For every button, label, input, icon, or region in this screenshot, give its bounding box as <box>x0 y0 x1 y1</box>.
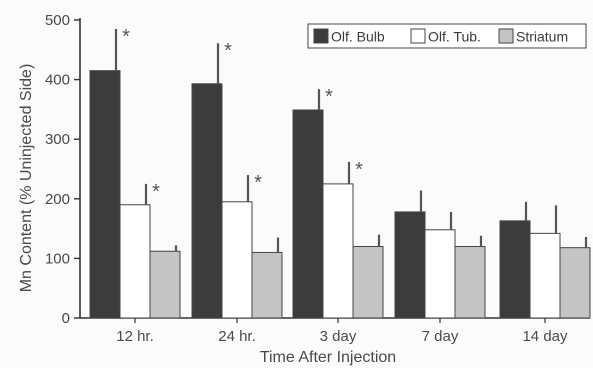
bar <box>322 183 354 319</box>
bar <box>559 247 591 319</box>
x-axis-title: Time After Injection <box>260 349 396 366</box>
x-tick-label: 7 day <box>422 328 459 345</box>
axes: 0 100 200 300 400 500 12 hr. 24 hr. 3 day 7 day 14… <box>45 12 590 345</box>
legend-swatch <box>410 28 426 44</box>
y-tick-label: 0 <box>62 310 70 327</box>
legend-swatch <box>498 28 514 44</box>
bar <box>292 109 324 319</box>
bar <box>394 211 426 319</box>
legend-label: Olf. Tub. <box>428 29 481 45</box>
bar <box>149 250 181 319</box>
y-tick-label: 500 <box>45 12 70 29</box>
bar <box>424 229 456 319</box>
x-tick-label: 12 hr. <box>116 328 154 345</box>
bar <box>89 70 121 319</box>
bar <box>119 204 151 319</box>
x-tick-label: 14 day <box>522 328 568 345</box>
bar <box>251 251 283 319</box>
significance-star: * <box>254 172 262 194</box>
y-axis-title: Mn Content (% Uninjected Side) <box>18 64 35 293</box>
significance-star: * <box>355 159 363 181</box>
legend-label: Olf. Bulb <box>331 29 385 45</box>
bars: * * * * * * <box>89 26 591 319</box>
y-tick-label: 100 <box>45 250 70 267</box>
bar <box>221 201 253 319</box>
bar <box>191 83 223 319</box>
legend: Olf. Bulb Olf. Tub. Striatum <box>307 23 587 49</box>
legend-swatch <box>313 28 329 44</box>
legend-label: Striatum <box>516 29 568 45</box>
significance-star: * <box>325 86 333 108</box>
bar <box>499 220 531 319</box>
significance-star: * <box>152 181 160 203</box>
y-tick-label: 400 <box>45 72 70 89</box>
legend-box <box>307 23 587 49</box>
x-tick-label: 3 day <box>320 328 357 345</box>
bar <box>529 232 561 319</box>
y-tick-label: 300 <box>45 131 70 148</box>
y-tick-label: 200 <box>45 191 70 208</box>
significance-star: * <box>122 26 130 48</box>
bar <box>454 245 486 319</box>
x-tick-label: 24 hr. <box>218 328 256 345</box>
significance-star: * <box>224 40 232 62</box>
bar <box>352 245 384 319</box>
